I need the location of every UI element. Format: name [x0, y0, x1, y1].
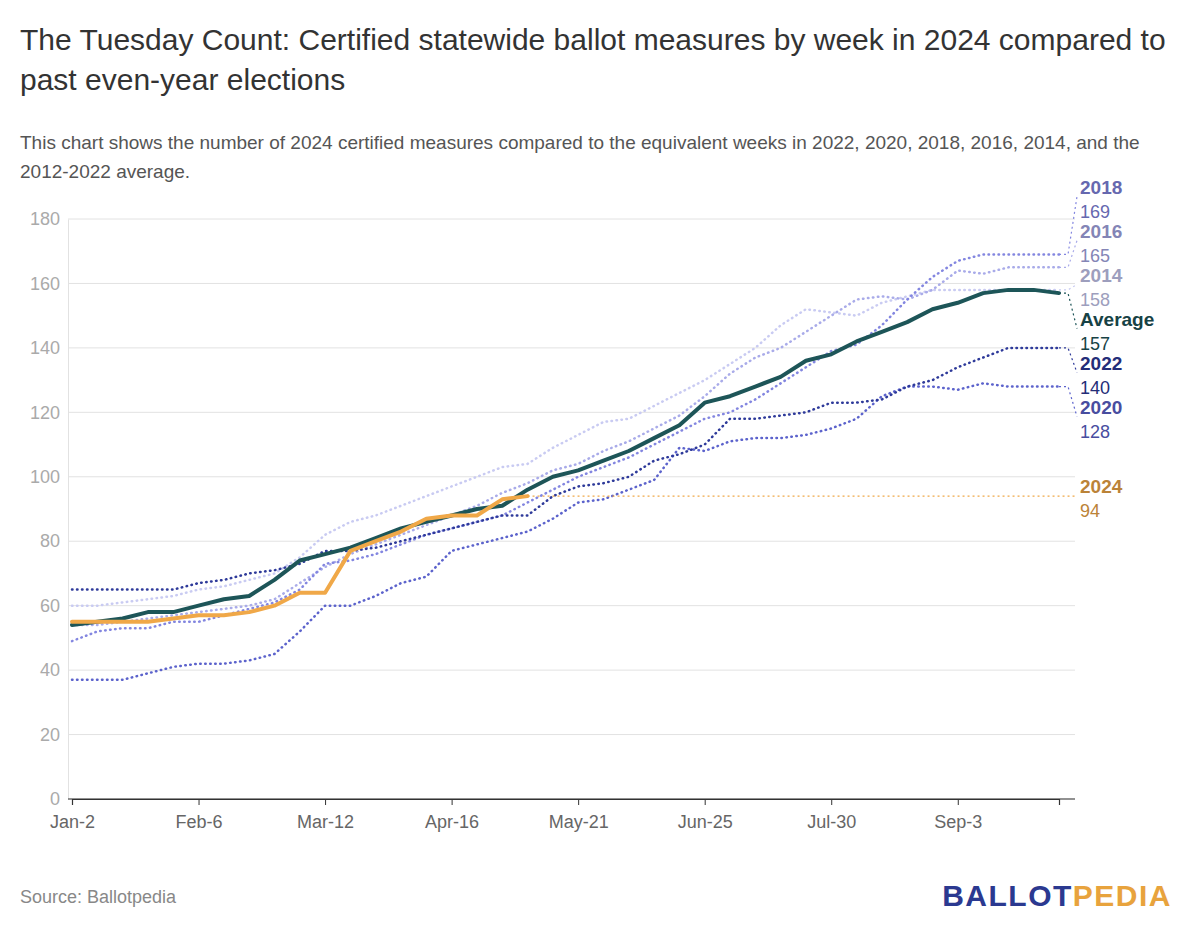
x-tick-mark	[72, 799, 73, 805]
end-value-label: 158	[1080, 290, 1110, 310]
y-tick-label: 0	[50, 789, 60, 809]
grid-line	[68, 605, 1075, 606]
y-axis: 0 20 40 60 80 100 120 140 160 180	[30, 209, 69, 809]
leader-line	[1059, 387, 1077, 417]
y-tick: 80	[40, 531, 68, 551]
x-axis-line	[73, 800, 1060, 806]
y-tick-label: 180	[30, 209, 60, 229]
y-tick: 180	[30, 209, 68, 229]
leader-line	[1059, 241, 1077, 268]
series-line	[72, 383, 1059, 679]
x-tick: Apr-16	[425, 799, 479, 832]
series-line	[72, 267, 1059, 625]
leader-line	[1059, 293, 1077, 328]
x-tick-mark	[452, 799, 453, 805]
series-label: Average	[1080, 309, 1154, 330]
x-tick-label: Jan-2	[50, 812, 95, 832]
x-tick-label: Jun-25	[678, 812, 733, 832]
series-label: 2022	[1080, 353, 1122, 374]
series-line	[72, 348, 1059, 590]
x-tick-mark	[325, 799, 326, 805]
end-value-label: 169	[1080, 202, 1110, 222]
y-tick: 0	[50, 789, 68, 809]
y-tick: 160	[30, 274, 68, 294]
end-value-label: 140	[1080, 378, 1110, 398]
end-labels: 201816920161652014158Average157202214020…	[528, 177, 1155, 522]
leader-line	[1059, 197, 1077, 255]
x-axis: Jan-2 Feb-6 Mar-12 Apr-16 May-21 Jun-25 Jul-30…	[50, 799, 1060, 832]
x-tick: Mar-12	[297, 799, 354, 832]
grid-line	[68, 476, 1075, 477]
x-tick: Jan-2	[50, 799, 95, 832]
x-tick-label: Mar-12	[297, 812, 354, 832]
logo: BALLOTPEDIA	[942, 879, 1172, 912]
end-value-label: 157	[1080, 334, 1110, 354]
y-tick: 140	[30, 338, 68, 358]
end-value-label: 165	[1080, 246, 1110, 266]
x-tick-mark	[705, 799, 706, 805]
end-value-label: 128	[1080, 422, 1110, 442]
x-tick-mark	[578, 799, 579, 805]
y-tick: 60	[40, 596, 68, 616]
y-tick-label: 40	[40, 660, 60, 680]
y-tick-label: 100	[30, 467, 60, 487]
grid-line	[68, 412, 1075, 413]
series-line	[72, 496, 528, 622]
y-tick: 20	[40, 725, 68, 745]
subtitle: This chart shows the number of 2024 cert…	[20, 128, 1180, 186]
series-label: 2024	[1080, 476, 1123, 497]
chart: 0 20 40 60 80 100 120 140 160 180 Jan-2 Feb-6 Mar-12…	[0, 0, 1200, 937]
y-axis-line	[68, 220, 69, 800]
y-tick-label: 160	[30, 274, 60, 294]
y-tick-label: 20	[40, 725, 60, 745]
y-tick-label: 140	[30, 338, 60, 358]
x-tick-mark	[958, 799, 959, 805]
y-tick: 120	[30, 403, 68, 423]
logo-part: BALLOT	[942, 879, 1073, 912]
logo-part: PEDIA	[1073, 879, 1172, 912]
x-tick-label: Sep-3	[934, 812, 982, 832]
x-tick-mark	[831, 799, 832, 805]
grid-line	[68, 670, 1075, 671]
baseline	[68, 798, 1075, 799]
grid-line	[68, 541, 1075, 542]
series-line	[72, 254, 1059, 641]
grid-line	[68, 799, 1075, 800]
series-label: 2014	[1080, 265, 1123, 286]
x-tick-label: Apr-16	[425, 812, 479, 832]
x-tick: Jun-25	[678, 799, 733, 832]
y-tick-label: 60	[40, 596, 60, 616]
x-tick: May-21	[549, 799, 609, 832]
series-label: 2016	[1080, 221, 1122, 242]
leader-line	[1059, 348, 1077, 373]
x-tick-label: May-21	[549, 812, 609, 832]
grid-line	[68, 734, 1075, 735]
x-tick: Sep-3	[934, 799, 982, 832]
y-tick-label: 120	[30, 403, 60, 423]
x-tick-label: Jul-30	[807, 812, 856, 832]
source: Source: Ballotpedia	[20, 887, 177, 907]
y-tick-label: 80	[40, 531, 60, 551]
series-line	[72, 290, 1059, 606]
x-tick: Jul-30	[807, 799, 856, 832]
x-tick: Feb-6	[176, 799, 223, 832]
title: The Tuesday Count: Certified statewide b…	[20, 20, 1185, 100]
leader-line	[1059, 285, 1077, 290]
leader-line	[528, 496, 1077, 497]
grid-line	[68, 219, 1075, 220]
y-tick: 100	[30, 467, 68, 487]
x-tick-label: Feb-6	[176, 812, 223, 832]
x-tick-mark	[199, 799, 200, 805]
series-label: 2018	[1080, 177, 1122, 198]
grid	[68, 219, 1075, 799]
grid-line	[68, 347, 1075, 348]
series-line	[72, 290, 1059, 625]
grid-line	[68, 283, 1075, 284]
series-label: 2020	[1080, 397, 1122, 418]
end-value-label: 94	[1080, 501, 1100, 521]
y-tick: 40	[40, 660, 68, 680]
lines	[72, 254, 1059, 679]
